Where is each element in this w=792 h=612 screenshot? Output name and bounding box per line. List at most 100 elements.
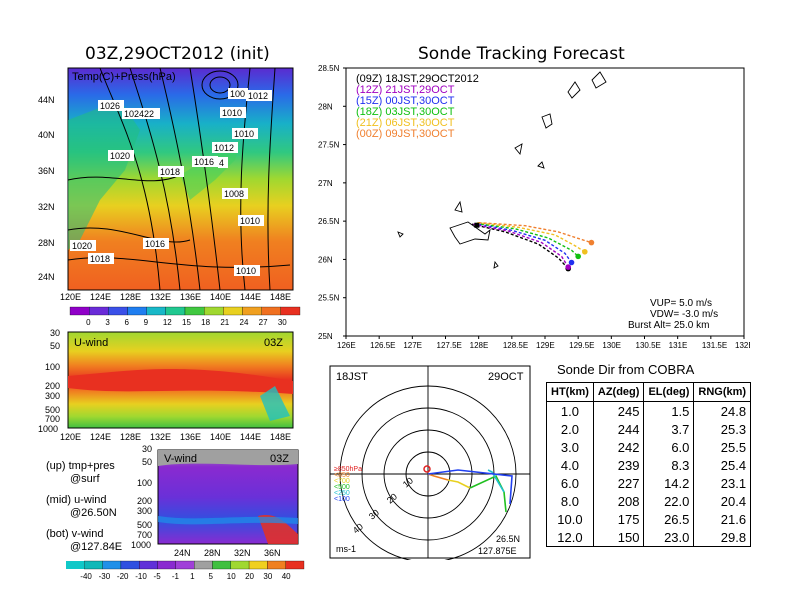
- y-tick-label: 27N: [318, 179, 333, 188]
- u-x-tick: 148E: [270, 432, 291, 442]
- lat-tick: 40N: [38, 130, 55, 140]
- colorbar-tick: 30: [263, 572, 272, 581]
- range-labels: 10 20 30 40: [351, 475, 415, 535]
- table-cell: 24.8: [693, 401, 752, 420]
- pressure-label: 1018: [90, 254, 110, 264]
- colorbar-tick: 24: [240, 318, 249, 327]
- colorbar-tick: -5: [154, 572, 162, 581]
- track-line-4: [477, 222, 586, 253]
- table-cell: 175: [592, 510, 645, 528]
- x-tick-label: 129E: [536, 341, 555, 350]
- colorbar-tick: -20: [117, 572, 129, 581]
- v-y-tick: 500: [137, 520, 153, 530]
- table-row: 6.0 227 14.2 23.1: [546, 474, 752, 492]
- pressure-label: 1012: [248, 91, 268, 101]
- pressure-label: 102422: [124, 109, 154, 119]
- track-end-point: [575, 253, 581, 260]
- range-label: 10: [401, 475, 415, 489]
- x-tick-label: 126.5E: [370, 341, 395, 350]
- surface-marker: [423, 465, 431, 473]
- x-tick-label: 130.5E: [636, 341, 661, 350]
- cobra-header: EL(deg): [643, 382, 695, 402]
- u-y-tick: 200: [45, 381, 60, 391]
- colorbar-tick: 40: [282, 572, 291, 581]
- layer-legend-item: <700: [334, 478, 350, 485]
- table-cell: 25.5: [693, 438, 752, 456]
- lon-tick: 132E: [150, 292, 171, 302]
- u-x-tick: 136E: [180, 432, 201, 442]
- u-x-tick: 124E: [90, 432, 111, 442]
- y-tick-label: 27.5N: [318, 141, 340, 150]
- legend-line: (mid) u-wind: [46, 494, 107, 506]
- legend-entry: (21Z) 06JST,30OCT: [356, 117, 455, 129]
- colorbar-swatch: [184, 306, 205, 316]
- legend-entry: (12Z) 21JST,29OCT: [356, 84, 455, 96]
- table-cell: 21.6: [693, 510, 752, 528]
- x-tick-label: 126E: [337, 341, 356, 350]
- pressure-label: 1018: [160, 167, 180, 177]
- layer-legend-item: <850: [334, 472, 350, 479]
- lon-tick: 140E: [210, 292, 231, 302]
- u-wind-panel: U-wind 03Z 30 50 100 200 300 500 700 100…: [38, 328, 294, 442]
- layer-legend-item: <500: [334, 484, 350, 491]
- sonde-tracking-chart: 126E 126.5E 127E 127.5E 128E 128.5E 129E 129.5E…: [318, 64, 750, 350]
- u-y-tick: 100: [45, 362, 60, 372]
- colorbar-swatch: [69, 306, 90, 316]
- cobra-header: RNG(km): [693, 382, 752, 402]
- table-cell: 8.3: [643, 456, 695, 474]
- track-line-5: [478, 222, 592, 244]
- colorbar-swatch: [175, 560, 195, 570]
- track-end-point: [582, 248, 588, 255]
- colorbar-swatch: [108, 306, 128, 316]
- u-y-tick: 500: [45, 405, 60, 415]
- pressure-label: 4: [219, 158, 224, 168]
- y-tick-label: 26N: [318, 255, 333, 264]
- pressure-label: 1010: [240, 216, 260, 226]
- lon-tick: 120E: [60, 292, 81, 302]
- map-panel-label: Temp(C)+Press(hPa): [72, 71, 176, 83]
- lon-tick: 128E: [120, 292, 141, 302]
- u-y-tick: 1000: [38, 424, 58, 434]
- pressure-label: 1010: [236, 266, 256, 276]
- cobra-title: Sonde Dir from COBRA: [557, 362, 695, 377]
- legend-entry: (09Z) 18JST,29OCT2012: [356, 73, 479, 85]
- track-end-point: [568, 259, 575, 266]
- colorbar-tick: 10: [227, 572, 236, 581]
- x-tick-label: 130E: [602, 341, 621, 350]
- colorbar-swatch: [204, 306, 224, 316]
- y-tick-label: 26.5N: [318, 217, 340, 226]
- pressure-label: 1020: [110, 151, 130, 161]
- colorbar-swatch: [84, 560, 103, 570]
- colorbar-swatch: [248, 560, 268, 570]
- pressure-label: 1010: [222, 108, 242, 118]
- legend-up: (up) tmp+pres @surf (mid) u-wind @26.50N…: [46, 460, 122, 554]
- table-cell: 12.0: [546, 528, 594, 547]
- u-y-tick: 30: [50, 328, 60, 338]
- pressure-label: 1010: [234, 129, 254, 139]
- table-cell: 1.0: [546, 401, 594, 420]
- layer-legend-item: ≥850hPa: [334, 466, 362, 473]
- v-y-tick: 1000: [131, 540, 152, 550]
- colorbar-swatch: [242, 306, 262, 316]
- table-cell: 244: [592, 420, 645, 438]
- v-y-tick: 200: [137, 496, 153, 506]
- colorbar-swatch: [285, 560, 305, 570]
- u-y-tick: 700: [45, 414, 60, 424]
- legend-entry: (00Z) 09JST,30OCT: [356, 128, 455, 140]
- launch-marker: [474, 222, 480, 228]
- cobra-table: HT(km) AZ(deg) EL(deg) RNG(km) 1.0 245 1.5…: [546, 382, 752, 547]
- table-row: 1.0 245 1.5 24.8: [546, 401, 752, 420]
- colorbar-tick: 3: [105, 318, 110, 327]
- table-cell: 23.0: [643, 528, 695, 547]
- colorbar-tick: 1: [190, 572, 195, 581]
- colorbar-tick: 30: [278, 318, 287, 327]
- lon-tick: 124E: [90, 292, 111, 302]
- v-y-tick: 300: [137, 506, 153, 516]
- x-tick-label: 128.5E: [503, 341, 528, 350]
- legend-line: @127.84E: [70, 541, 123, 553]
- pressure-label: 1016: [194, 157, 214, 167]
- pressure-label: 1016: [145, 239, 165, 249]
- colorbar-tick: 20: [245, 572, 254, 581]
- table-row: 12.0 150 23.0 29.8: [546, 528, 752, 547]
- u-wind-label: U-wind: [74, 337, 108, 349]
